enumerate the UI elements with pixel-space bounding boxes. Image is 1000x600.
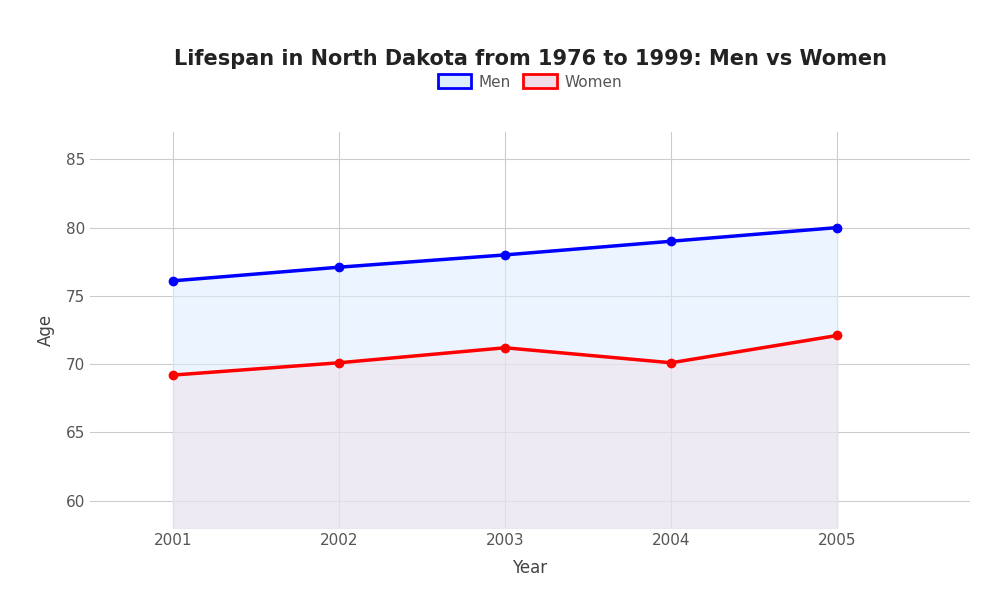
X-axis label: Year: Year bbox=[512, 559, 548, 577]
Y-axis label: Age: Age bbox=[37, 314, 55, 346]
Legend: Men, Women: Men, Women bbox=[432, 68, 628, 95]
Title: Lifespan in North Dakota from 1976 to 1999: Men vs Women: Lifespan in North Dakota from 1976 to 19… bbox=[174, 49, 887, 70]
